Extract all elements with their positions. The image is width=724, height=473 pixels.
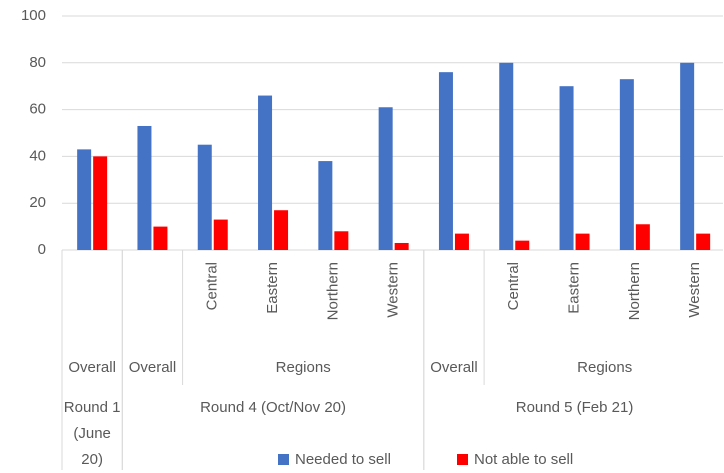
x-tick-label: Western xyxy=(686,262,703,318)
group-label-box: Round 4 (Oct/Nov 20) xyxy=(200,399,346,416)
y-tick-label: 60 xyxy=(29,101,46,118)
group-label-box: Overall xyxy=(68,359,116,376)
bar xyxy=(213,219,228,250)
y-tick-label: 20 xyxy=(29,194,46,211)
bar xyxy=(635,224,650,250)
bar xyxy=(197,144,212,250)
group-label: Overall xyxy=(430,359,478,376)
bar xyxy=(258,95,273,250)
y-tick-label: 80 xyxy=(29,54,46,71)
bar xyxy=(559,86,574,250)
y-tick-label: 100 xyxy=(21,7,46,24)
x-tick-label: Northern xyxy=(324,262,341,320)
x-tick-label: Eastern xyxy=(566,262,583,314)
bar xyxy=(454,233,469,250)
group-label: Overall xyxy=(68,359,116,376)
bar xyxy=(696,233,711,250)
x-tick-label: Northern xyxy=(626,262,643,320)
bar xyxy=(93,156,108,250)
bar xyxy=(274,210,289,250)
group-label: Round 1 (June 20) xyxy=(63,399,121,468)
group-label: Round 4 (Oct/Nov 20) xyxy=(200,399,346,416)
group-label-box: Overall xyxy=(128,359,177,376)
bar xyxy=(77,149,92,250)
bar xyxy=(575,233,590,250)
bar xyxy=(334,231,349,250)
x-tick-label: Western xyxy=(385,262,402,318)
bar xyxy=(438,72,453,250)
bar xyxy=(619,79,634,251)
legend-swatch xyxy=(457,454,468,465)
group-label: Overall xyxy=(128,359,177,376)
x-tick-label: Central xyxy=(204,262,221,310)
group-label: Regions xyxy=(577,359,633,376)
x-tick-label: Central xyxy=(505,262,522,310)
x-tick-label: Eastern xyxy=(264,262,281,314)
bar xyxy=(515,240,530,250)
bar xyxy=(318,161,333,250)
legend-label: Not able to sell xyxy=(474,451,573,468)
bar xyxy=(680,62,695,250)
bar xyxy=(378,107,393,250)
bar xyxy=(153,226,168,250)
group-label: Regions xyxy=(275,359,331,376)
y-tick-label: 40 xyxy=(29,147,46,164)
group-label: Round 5 (Feb 21) xyxy=(515,399,634,416)
y-tick-label: 0 xyxy=(38,241,46,258)
bar xyxy=(394,242,409,250)
legend-swatch xyxy=(278,454,289,465)
group-label-box: Overall xyxy=(430,359,478,376)
legend-label: Needed to sell xyxy=(295,451,391,468)
bar xyxy=(499,62,514,250)
group-label-box: Round 1 (June 20) xyxy=(63,399,121,468)
group-label-box: Regions xyxy=(275,359,331,376)
group-label-box: Regions xyxy=(577,359,633,376)
bar xyxy=(137,125,152,250)
group-label-box: Round 5 (Feb 21) xyxy=(515,399,634,416)
